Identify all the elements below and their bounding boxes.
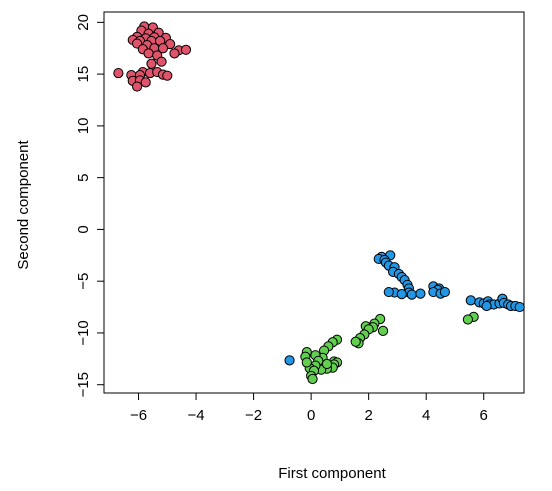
y-tick-label: 10 [75, 118, 92, 135]
data-point [156, 56, 167, 67]
data-point [131, 81, 143, 92]
data-point [439, 286, 450, 298]
data-point [162, 70, 173, 81]
data-point [383, 286, 394, 298]
x-tick-label: −2 [245, 407, 262, 424]
data-point [146, 58, 157, 69]
data-point [284, 355, 295, 366]
x-tick-label: 6 [480, 407, 488, 424]
y-tick-label: 15 [75, 66, 92, 83]
data-point [514, 301, 525, 313]
x-tick-label: −6 [130, 407, 147, 424]
data-point [350, 336, 361, 347]
y-axis-title: Second component [15, 140, 32, 270]
x-tick-label: 2 [364, 407, 372, 424]
x-tick-label: −4 [188, 407, 205, 424]
x-axis: −6 −4 −2 0 2 4 6 [130, 393, 488, 424]
data-point [301, 357, 312, 368]
data-point [321, 358, 333, 370]
data-point [406, 289, 417, 300]
data-point [465, 295, 476, 306]
data-point [415, 288, 426, 299]
data-point [169, 48, 180, 59]
y-tick-label: −10 [75, 320, 92, 345]
data-point [481, 300, 492, 312]
data-point [143, 48, 154, 59]
x-tick-label: 0 [307, 407, 315, 424]
data-point [462, 314, 474, 325]
y-tick-label: −15 [75, 372, 92, 397]
y-axis: −15 −10 −5 0 5 10 15 20 [75, 14, 104, 397]
y-tick-label: 0 [75, 225, 92, 233]
y-tick-label: 20 [75, 14, 92, 31]
plot-frame [103, 11, 525, 394]
data-point [180, 44, 192, 55]
data-point [396, 289, 407, 300]
data-point [113, 67, 124, 79]
x-tick-label: 4 [422, 407, 430, 424]
data-point [307, 373, 318, 385]
y-tick-label: −5 [75, 273, 92, 290]
data-point [377, 325, 389, 336]
x-axis-title: First component [278, 465, 386, 482]
data-point [140, 77, 151, 88]
data-point [157, 43, 169, 54]
y-tick-label: 5 [75, 173, 92, 181]
data-points [113, 21, 525, 385]
